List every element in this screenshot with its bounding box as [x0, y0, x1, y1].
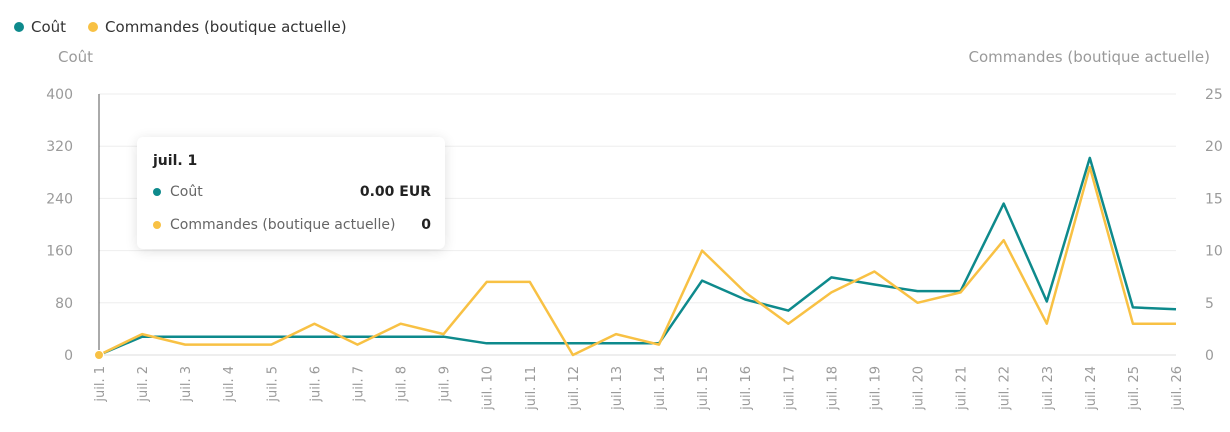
right-axis-title: Commandes (boutique actuelle): [968, 48, 1210, 66]
tooltip-row-cout: Coût 0.00 EUR: [153, 184, 431, 200]
legend-swatch-commandes: [88, 22, 99, 32]
x-tick-label: juil. 23: [1041, 366, 1056, 411]
highlight-point-commandes: [94, 350, 104, 360]
y-right-tick-label: 0: [1205, 348, 1214, 364]
legend-swatch-cout: [14, 22, 24, 32]
y-left-tick-label: 400: [46, 87, 73, 103]
legend-item-cout[interactable]: Coût: [14, 18, 66, 36]
x-tick-label: juil. 21: [955, 366, 970, 411]
x-tick-label: juil. 6: [308, 366, 323, 403]
tooltip-label-cout: Coût: [170, 184, 203, 200]
tooltip-swatch-commandes: [153, 221, 161, 229]
x-tick-label: juil. 7: [351, 366, 366, 403]
left-axis-title: Coût: [58, 48, 94, 66]
y-left-tick-label: 80: [55, 296, 73, 312]
y-right-tick-label: 20: [1205, 139, 1223, 155]
x-tick-label: juil. 8: [395, 366, 410, 403]
x-tick-label: juil. 24: [1084, 366, 1099, 411]
x-tick-label: juil. 1: [93, 366, 108, 403]
x-tick-label: juil. 15: [696, 366, 711, 411]
tooltip-title: juil. 1: [153, 153, 198, 169]
y-left-tick-label: 240: [46, 191, 73, 207]
tooltip-value-commandes: 0: [421, 217, 431, 233]
series-line-cout: [98, 156, 1177, 357]
x-tick-label: juil. 17: [782, 366, 797, 411]
legend-label-cout: Coût: [31, 18, 67, 36]
x-tick-label: juil. 16: [739, 366, 754, 411]
legend-label-commandes: Commandes (boutique actuelle): [105, 18, 347, 36]
x-tick-label: juil. 2: [136, 366, 151, 403]
x-tick-label: juil. 10: [481, 366, 496, 411]
x-tick-label: juil. 22: [998, 366, 1013, 411]
tooltip-value-cout: 0.00 EUR: [359, 184, 431, 200]
y-right-tick-label: 15: [1205, 191, 1223, 207]
x-tick-label: juil. 5: [265, 366, 280, 403]
y-left-tick-label: 160: [46, 244, 73, 260]
x-tick-label: juil. 20: [912, 366, 927, 411]
y-left-tick-label: 0: [64, 348, 73, 364]
x-tick-label: juil. 18: [825, 366, 840, 411]
y-right-tick-label: 25: [1205, 87, 1223, 103]
x-tick-label: juil. 3: [179, 366, 194, 403]
legend-item-commandes[interactable]: Commandes (boutique actuelle): [88, 18, 347, 36]
x-tick-label: juil. 26: [1170, 366, 1185, 411]
chart-legend: Coût Commandes (boutique actuelle): [14, 18, 347, 36]
x-tick-label: juil. 11: [524, 366, 539, 411]
x-tick-label: juil. 25: [1127, 366, 1142, 411]
x-tick-label: juil. 9: [438, 366, 453, 403]
x-tick-label: juil. 14: [653, 366, 668, 411]
chart-tooltip: juil. 1 Coût 0.00 EUR Commandes (boutiqu…: [137, 137, 445, 249]
y-right-tick-label: 10: [1205, 244, 1223, 260]
series-line-commandes: [98, 165, 1176, 357]
tooltip-label-commandes: Commandes (boutique actuelle): [170, 217, 396, 233]
tooltip-row-commandes: Commandes (boutique actuelle) 0: [153, 217, 431, 233]
x-tick-label: juil. 4: [222, 366, 237, 403]
x-tick-label: juil. 19: [868, 366, 883, 411]
x-tick-label: juil. 13: [610, 366, 625, 411]
y-right-tick-label: 5: [1205, 296, 1214, 312]
x-tick-label: juil. 12: [567, 366, 582, 411]
y-left-tick-label: 320: [46, 139, 73, 155]
tooltip-swatch-cout: [153, 188, 161, 196]
